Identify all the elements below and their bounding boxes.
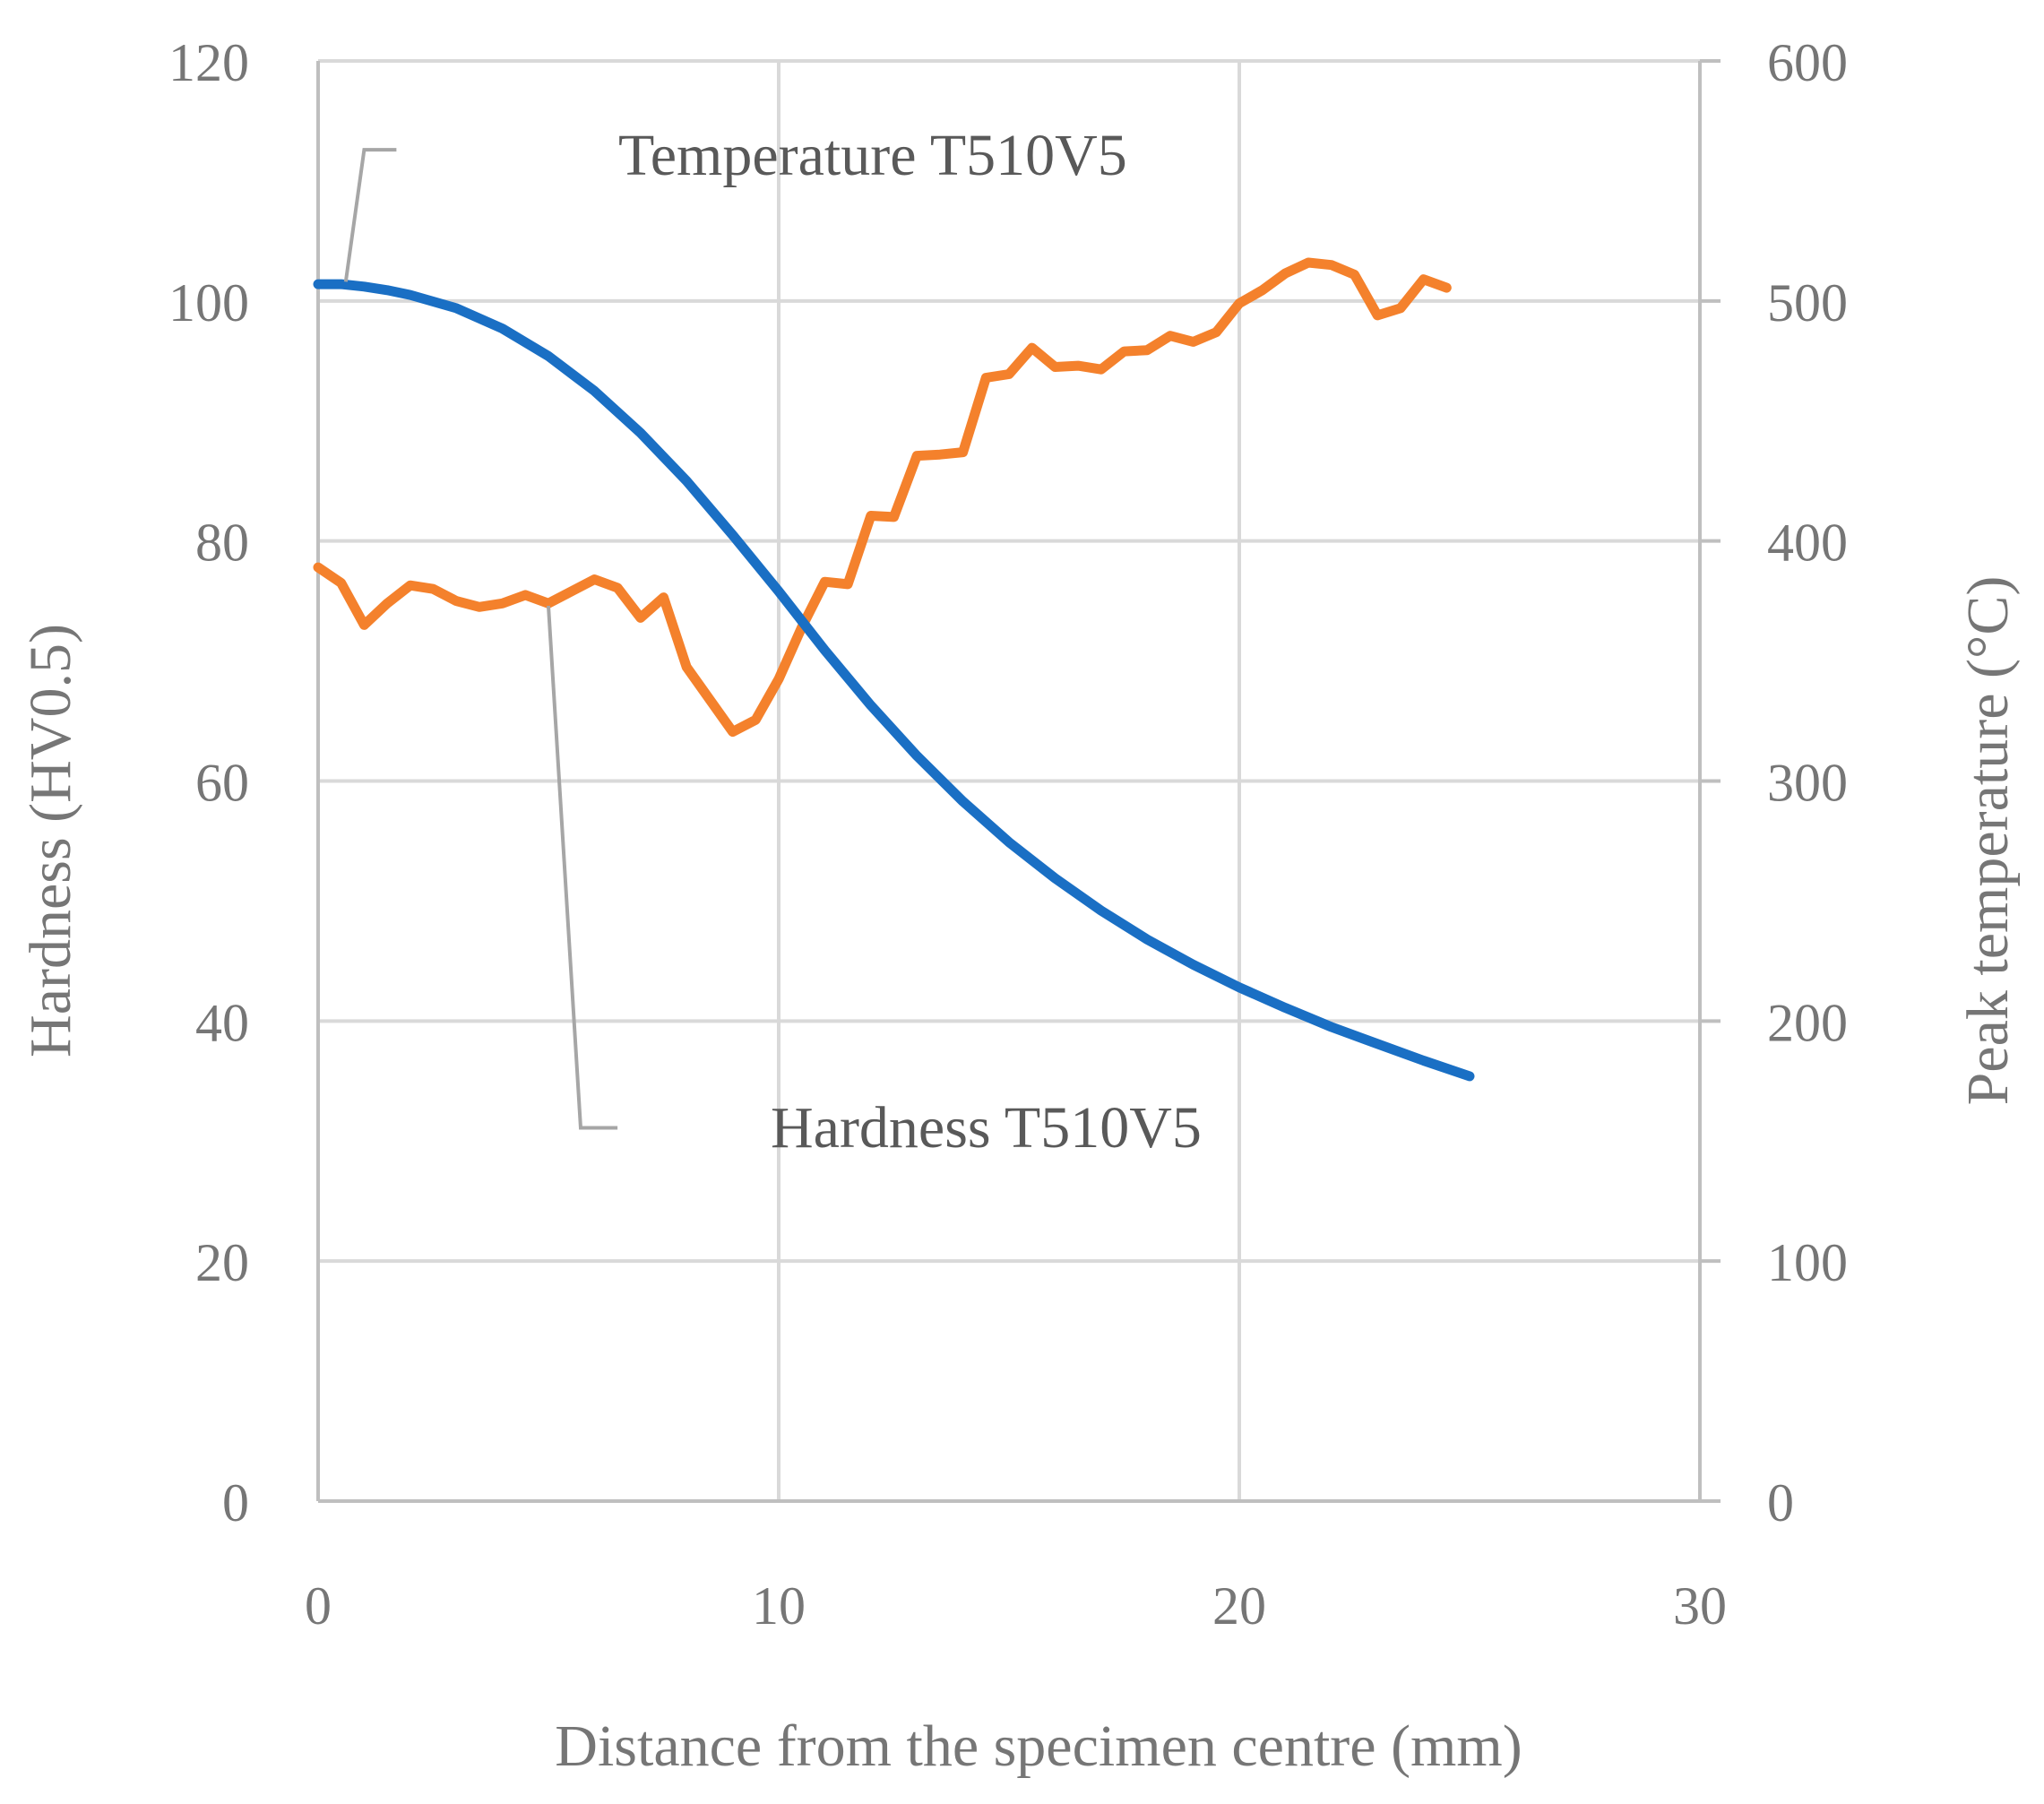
y-tick-label: 100: [168, 273, 249, 332]
x-axis-title: Distance from the specimen centre (mm): [555, 1713, 1522, 1779]
tick-labels: 0 20 40 60 80 100 120 0 100 200 300 400 500 600 0 10 20 3…: [168, 33, 1848, 1636]
x-tick-label: 30: [1673, 1576, 1727, 1636]
y-tick-label: 60: [195, 754, 249, 813]
y-tick-label: 20: [195, 1233, 249, 1292]
y-tick-label: 0: [222, 1473, 249, 1532]
y-tick-label: 80: [195, 514, 249, 573]
x-tick-label: 20: [1212, 1576, 1266, 1636]
x-tick-label: 10: [752, 1576, 806, 1636]
y2-tick-label: 200: [1767, 993, 1848, 1052]
axes: [316, 59, 1721, 1503]
y-tick-label: 120: [168, 33, 249, 92]
y-tick-label: 40: [195, 993, 249, 1052]
y2-tick-label: 100: [1767, 1233, 1848, 1292]
temperature-label-leader: [343, 148, 397, 282]
annotation-leaders: [343, 148, 618, 1130]
hardness-series-line: [313, 257, 1452, 738]
temperature-series-label: Temperature T510V5: [618, 123, 1127, 188]
y2-tick-label: 500: [1767, 273, 1848, 332]
y-axis-title: Hardness (HV0.5): [18, 624, 83, 1057]
data-series: [313, 257, 1475, 1082]
y2-tick-label: 0: [1767, 1473, 1794, 1532]
y2-tick-label: 400: [1767, 514, 1848, 573]
hardness-series-label: Hardness T510V5: [771, 1095, 1202, 1161]
temperature-series-line: [313, 279, 1475, 1082]
y2-tick-label: 300: [1767, 754, 1848, 813]
x-tick-label: 0: [305, 1576, 332, 1636]
gridlines: [318, 59, 1700, 1501]
y2-tick-label: 600: [1767, 33, 1848, 92]
hardness-label-leader: [547, 605, 618, 1130]
y2-axis-title: Peak temperature (°C): [1955, 576, 2021, 1106]
